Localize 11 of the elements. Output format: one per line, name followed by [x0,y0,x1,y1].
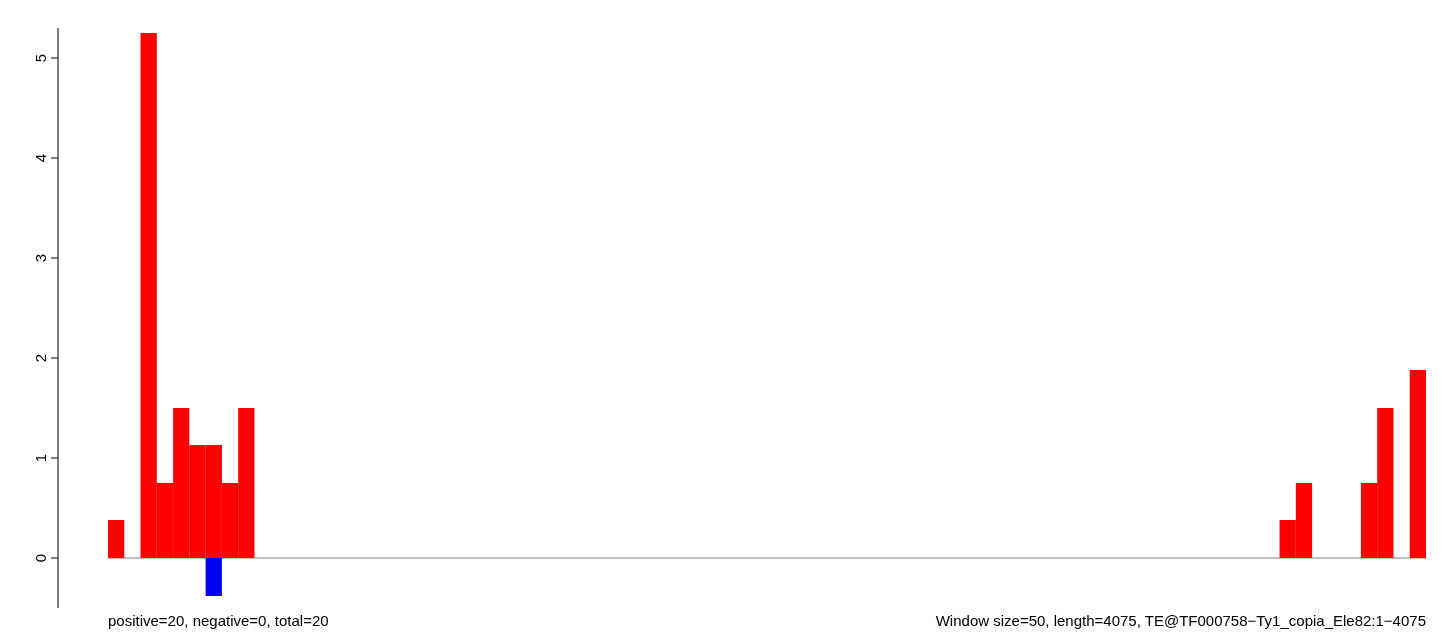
bar [1409,370,1426,558]
y-tick-label: 3 [32,253,49,263]
y-tick-label: 5 [32,53,49,63]
y-tick-label: 1 [32,453,49,463]
bar [108,520,125,558]
y-tick-label: 4 [32,153,49,163]
y-tick-label: 2 [32,353,49,363]
text: Window size=50, length=4075, TE@TF000758−Ty1_copia_Ele82:1−4075 [935,612,1426,629]
y-tick-label: 0 [32,553,49,563]
bar [205,558,222,596]
text: positive=20, negative=0, total=20 [108,612,329,629]
